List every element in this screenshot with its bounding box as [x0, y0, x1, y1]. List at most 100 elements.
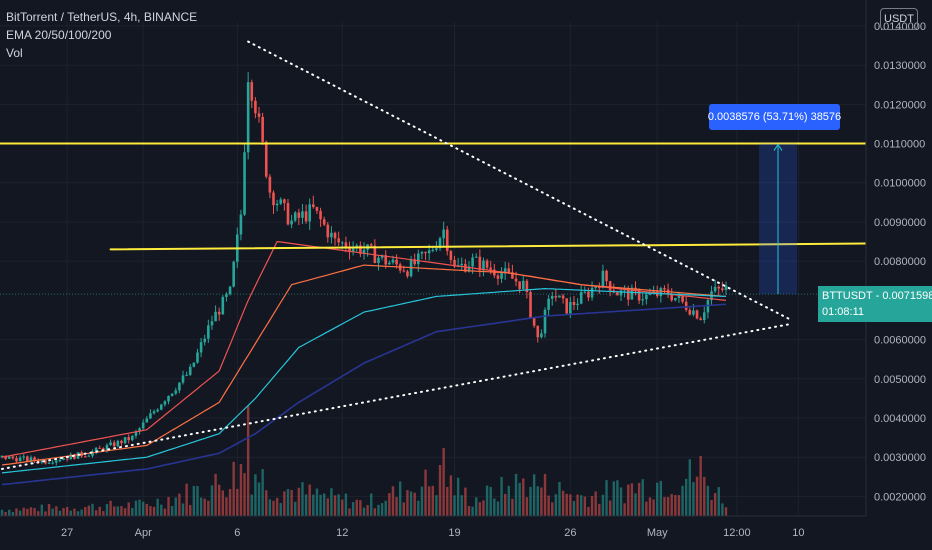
candle-body — [55, 460, 58, 463]
candle-body — [87, 455, 91, 457]
volume-bar — [576, 494, 579, 516]
volume-bar — [456, 477, 460, 516]
candle-body — [608, 281, 612, 291]
volume-bar — [721, 503, 724, 516]
candle-body — [120, 440, 123, 444]
candle-body — [344, 242, 348, 248]
volume-bar — [351, 502, 355, 516]
volume-bar — [232, 461, 235, 516]
volume-bar — [598, 503, 601, 516]
volume-indicator-label[interactable]: Vol — [6, 46, 23, 60]
range-measure-arrowhead — [773, 143, 783, 151]
volume-bar — [11, 512, 15, 516]
volume-bar — [228, 488, 232, 516]
candle-body — [199, 342, 203, 353]
volume-bar — [127, 502, 130, 516]
candle-body — [503, 268, 507, 274]
candle-body — [69, 454, 73, 460]
candle-body — [565, 298, 569, 314]
candle-body — [29, 457, 33, 462]
candle-body — [601, 270, 605, 288]
candle-body — [254, 100, 257, 114]
last-price-symbol: BTTUSDT — [822, 290, 873, 302]
volume-bar — [670, 494, 673, 516]
volume-bar — [203, 498, 206, 516]
ema-indicator-label[interactable]: EMA 20/50/100/200 — [6, 28, 112, 42]
candle-body — [587, 291, 590, 298]
candle-body — [717, 286, 721, 289]
candle-body — [333, 232, 337, 239]
volume-bar — [243, 473, 246, 516]
time-tick-label: 19 — [448, 527, 460, 539]
candle-body — [460, 263, 464, 266]
candle-body — [109, 442, 112, 446]
volume-bar — [587, 506, 590, 516]
candle-body — [583, 291, 587, 293]
volume-bar — [210, 485, 214, 516]
candle-body — [11, 456, 15, 459]
volume-bar — [178, 493, 181, 516]
price-tick-label: 0.0120000 — [874, 99, 926, 111]
volume-bar — [532, 474, 536, 516]
volume-bar — [420, 486, 424, 516]
candle-body — [674, 297, 677, 301]
candle-body — [359, 245, 362, 254]
candle-body — [290, 220, 293, 225]
candle-body — [159, 404, 163, 410]
last-price-tag: BTTUSDT - 0.0071598 01:08:11 — [818, 286, 932, 322]
candle-body — [163, 401, 167, 405]
price-tick-label: 0.0040000 — [874, 413, 926, 425]
volume-bar — [619, 487, 623, 516]
candle-body — [547, 298, 550, 310]
candle-body — [156, 409, 159, 412]
price-tick-label: 0.0100000 — [874, 178, 926, 190]
volume-bar — [265, 490, 268, 516]
candle-body — [181, 375, 185, 383]
volume-bar — [58, 510, 62, 516]
candle-body — [301, 211, 304, 218]
volume-bar — [319, 494, 322, 516]
volume-bar — [33, 508, 36, 516]
candle-body — [616, 292, 619, 296]
candle-body — [250, 82, 254, 101]
volume-bar — [272, 500, 275, 516]
volume-bar — [695, 476, 699, 516]
volume-bar — [26, 508, 29, 516]
volume-bar — [322, 493, 326, 516]
volume-bar — [207, 500, 210, 516]
volume-bar — [413, 492, 416, 516]
candle-body — [536, 325, 540, 338]
volume-bar — [362, 507, 366, 516]
candle-body — [449, 251, 453, 260]
volume-bar — [377, 504, 380, 516]
volume-bar — [652, 499, 655, 516]
volume-bar — [543, 473, 547, 516]
volume-bar — [529, 486, 532, 516]
candle-body — [232, 261, 235, 287]
volume-bar — [547, 495, 550, 516]
candle-body — [420, 251, 424, 254]
candle-body — [641, 299, 645, 301]
volume-bar — [62, 508, 65, 516]
volume-bar — [406, 490, 409, 516]
candle-body — [105, 445, 109, 451]
currency-button[interactable]: USDT — [880, 8, 918, 30]
candle-body — [518, 281, 521, 289]
volume-bar — [590, 495, 594, 516]
volume-bar — [199, 497, 203, 516]
candle-body — [626, 289, 630, 300]
volume-bar — [254, 474, 257, 516]
volume-bar — [569, 494, 572, 516]
candle-body — [330, 232, 333, 238]
volume-bar — [648, 497, 652, 516]
volume-bar — [250, 494, 253, 516]
candle-body — [322, 219, 326, 225]
candle-body — [388, 262, 391, 265]
candle-body — [558, 295, 561, 298]
volume-bar — [102, 511, 105, 516]
symbol-title[interactable]: BitTorrent / TetherUS, 4h, BINANCE — [6, 10, 198, 24]
volume-bar — [612, 481, 615, 516]
candle-body — [529, 291, 532, 318]
price-tick-label: 0.0130000 — [874, 60, 926, 72]
